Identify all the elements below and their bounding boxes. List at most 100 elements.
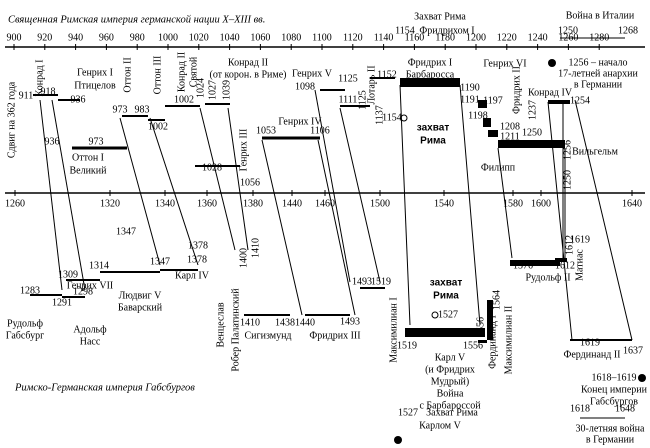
reign-line (339, 107, 381, 283)
label: Лотарь II (366, 65, 377, 104)
tick-label: 1600 (531, 198, 551, 209)
event-dot (431, 311, 439, 319)
label: 1283 (20, 285, 40, 296)
tick-label: 1040 (220, 32, 240, 43)
label: 1556 (463, 340, 483, 351)
label: Венцеслав (215, 302, 226, 347)
label: Габсбургов (590, 396, 638, 407)
label: Фридрихом I (419, 25, 474, 36)
label: 1637 (623, 345, 643, 356)
tick-label: 1280 (589, 32, 609, 43)
reign-line (149, 117, 199, 266)
tick-label: 1240 (528, 32, 548, 43)
label: Генрих III (238, 129, 249, 172)
label: 1347 (150, 256, 170, 267)
tick-label: 1080 (281, 32, 301, 43)
label: 1410 (240, 317, 260, 328)
tick-label: 1440 (282, 198, 302, 209)
label: Сдвиг на 362 года (6, 81, 17, 158)
tick-label: 1500 (370, 198, 390, 209)
label: 1268 (618, 25, 638, 36)
label: Рудольф II (525, 272, 570, 283)
label: 1527 (398, 407, 418, 418)
label: 1137 (374, 105, 385, 125)
reign-bar (555, 258, 567, 262)
reign-bar (488, 130, 498, 137)
tick-label: 1580 (503, 198, 523, 209)
label: 1106 (310, 125, 330, 136)
tick-label: 1640 (622, 198, 642, 209)
label: Карл IV (175, 270, 210, 281)
reign-line (199, 107, 236, 251)
label: Оттон II (122, 57, 133, 92)
label: 1197 (483, 95, 503, 106)
label: Генрих IV (278, 116, 322, 127)
label: Рудольф (7, 318, 43, 329)
tick-label: 1060 (250, 32, 270, 43)
label: 983 (135, 104, 150, 115)
reign-bar (498, 140, 565, 148)
label: 1002 (174, 94, 194, 105)
label: 1291 (52, 297, 72, 308)
tick-label: 1140 (374, 32, 394, 43)
label: 1298 (73, 286, 93, 297)
label: 1612 (555, 260, 575, 271)
tick-label: 1340 (155, 198, 175, 209)
tick-label: 1020 (189, 32, 209, 43)
tick-label: 1180 (435, 32, 455, 43)
reign-line (51, 99, 86, 291)
label: Генрих V (292, 68, 333, 79)
label: Максимилиан II (503, 306, 514, 375)
label: 1556 (475, 317, 486, 337)
label: Фридрих II (511, 66, 522, 114)
label: 1564 (491, 290, 502, 310)
reign-bar (478, 100, 487, 108)
label: Война (437, 388, 464, 399)
label: Адольф (73, 324, 107, 335)
tick-label: 1260 (5, 198, 25, 209)
label: Карлом V (419, 420, 461, 431)
label: 1024 (195, 78, 206, 98)
label: (от корон. в Риме) (209, 69, 286, 80)
label: 1256 – начало (569, 57, 628, 68)
label: Птицелов (74, 80, 116, 91)
label: 936 (45, 136, 60, 147)
label: 918 (41, 86, 56, 97)
label: Людвиг V (119, 290, 163, 301)
label: 1576 (513, 260, 533, 271)
label: 1519 (371, 276, 391, 287)
label: 1493 (352, 276, 372, 287)
tick-label: 1540 (434, 198, 454, 209)
label: Святой (188, 56, 199, 87)
label: Великий (69, 165, 107, 176)
label: 1125 (338, 73, 358, 84)
label: Рима (433, 291, 459, 302)
reign-bar (510, 260, 560, 266)
label: 1410 (250, 238, 261, 258)
label: с Барбароссой (419, 400, 481, 411)
label: 1111 (339, 94, 358, 105)
label: 1309 (58, 269, 78, 280)
reign-line (399, 84, 411, 326)
label: 1648 (615, 403, 635, 414)
label: Матиас (574, 249, 585, 281)
label: 1027 (207, 80, 218, 100)
label: 936 (71, 94, 86, 105)
reign-line (314, 89, 351, 283)
label: 1440 (295, 317, 315, 328)
label: Захват Рима (414, 11, 466, 22)
reign-line (574, 99, 633, 341)
reign-line (547, 101, 573, 341)
label: 1056 (240, 177, 260, 188)
label: 1250 (562, 170, 573, 190)
label: Мудрый) (431, 376, 470, 387)
reign-line (459, 84, 481, 326)
label: Сигизмунд (244, 330, 291, 341)
tick-label: 960 (99, 32, 114, 43)
label: 1438 (275, 317, 295, 328)
reign-bar (478, 340, 487, 343)
tick-label: 940 (68, 32, 83, 43)
label: Оттон III (152, 56, 163, 95)
tick-label: 1200 (466, 32, 486, 43)
